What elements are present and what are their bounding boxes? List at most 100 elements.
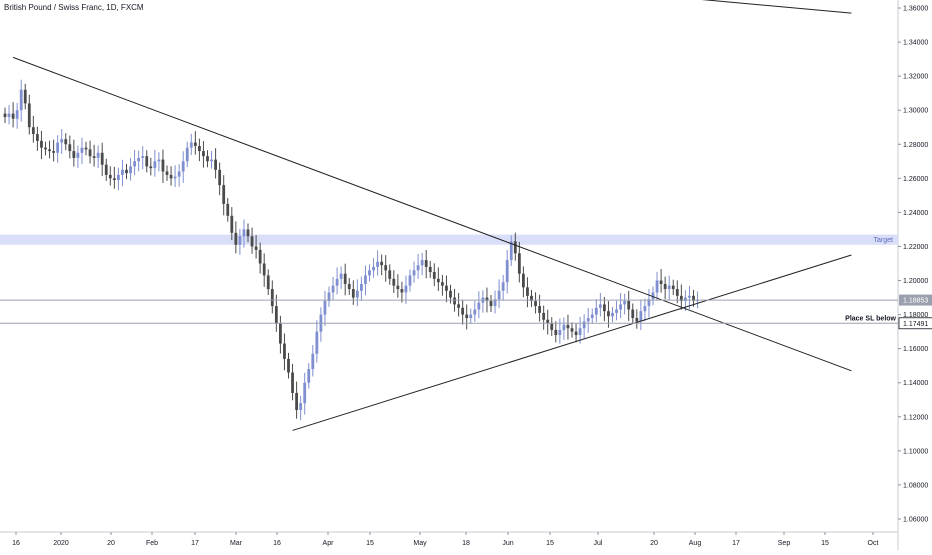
candle-body	[485, 297, 489, 301]
candle-body	[688, 295, 691, 298]
candle-body	[335, 278, 339, 286]
x-tick-label: Jun	[502, 540, 513, 547]
candle-body	[639, 311, 643, 322]
y-tick-label: 1.18000	[903, 312, 928, 319]
candle-body	[189, 142, 193, 148]
x-tick-label: Aug	[689, 540, 702, 547]
candle-body	[392, 278, 396, 286]
candle-body	[125, 169, 128, 174]
candle-body	[173, 176, 177, 179]
candle-body	[590, 314, 594, 319]
candle-body	[586, 318, 590, 322]
candle-body	[185, 147, 189, 162]
candle-body	[542, 312, 546, 320]
candle-body	[562, 324, 566, 330]
candle-body	[100, 152, 104, 165]
candle-body	[619, 304, 622, 310]
candle-body	[453, 297, 456, 305]
candle-body	[473, 309, 477, 315]
candle-body	[667, 285, 671, 290]
candle-body	[250, 236, 254, 247]
candle-body	[27, 103, 31, 128]
candle-body	[56, 142, 60, 153]
candle-body	[323, 300, 327, 315]
candle-body	[84, 147, 88, 150]
candle-body	[412, 270, 416, 276]
x-tick-label: 15	[546, 540, 554, 547]
candle-body	[420, 260, 424, 266]
candle-body	[550, 323, 554, 330]
candle-body	[145, 156, 149, 167]
candle-body	[76, 152, 80, 158]
candle-body	[295, 392, 298, 410]
candle-body	[477, 302, 481, 310]
x-tick-label: 16	[273, 540, 281, 547]
candle-body	[44, 147, 47, 150]
candle-body	[117, 174, 120, 181]
x-tick-label: Mar	[230, 540, 243, 547]
candle-body	[133, 161, 136, 167]
candle-body	[214, 159, 217, 170]
candle-body	[52, 151, 55, 153]
candle-body	[368, 270, 371, 276]
candle-body	[242, 229, 246, 237]
candle-body	[3, 113, 7, 118]
candle-body	[226, 203, 230, 216]
candle-body	[331, 285, 335, 293]
candle-body	[692, 295, 695, 301]
candle-body	[388, 270, 392, 279]
candle-body	[193, 142, 197, 146]
price-badge	[899, 294, 932, 306]
candle-body	[607, 311, 610, 317]
candle-body	[441, 282, 444, 286]
y-tick-label: 1.16000	[903, 346, 928, 353]
candle-body	[530, 295, 533, 301]
candle-body	[266, 275, 270, 290]
candle-body	[396, 285, 400, 290]
candle-body	[603, 304, 606, 312]
candle-body	[655, 280, 659, 293]
candle-body	[651, 292, 655, 300]
candle-body	[384, 265, 388, 271]
candle-body	[88, 149, 92, 157]
candle-body	[675, 289, 679, 296]
candle-body	[461, 307, 465, 315]
x-tick-label: Jul	[594, 540, 603, 547]
candle-body	[202, 151, 205, 157]
candle-body	[40, 140, 43, 148]
candle-body	[558, 329, 562, 336]
candle-body	[258, 249, 262, 264]
candle-body	[347, 283, 351, 290]
candle-body	[684, 297, 687, 301]
candle-body	[509, 241, 513, 261]
candle-body	[339, 273, 343, 279]
candle-body	[615, 309, 618, 313]
y-tick-label: 1.20000	[903, 278, 928, 285]
candle-body	[287, 358, 290, 373]
candle-body	[157, 159, 161, 162]
candle-body	[570, 328, 574, 332]
candle-body	[598, 304, 602, 308]
candle-body	[501, 282, 505, 291]
candle-body	[291, 372, 294, 393]
candle-body	[279, 323, 282, 344]
candle-body	[230, 215, 234, 233]
candle-body	[141, 156, 145, 158]
y-tick-label: 1.24000	[903, 210, 928, 217]
candle-body	[631, 309, 635, 319]
candle-body	[696, 300, 699, 302]
candle-body	[465, 314, 469, 319]
candle-body	[554, 329, 558, 336]
candle-body	[469, 314, 473, 319]
candle-body	[181, 161, 185, 172]
candle-body	[497, 290, 501, 300]
x-tick-label: Sep	[778, 540, 791, 547]
candle-body	[432, 272, 436, 279]
sl-badge	[898, 317, 932, 330]
x-tick-label: 18	[462, 540, 470, 547]
candle-body	[538, 306, 541, 313]
candle-body	[534, 300, 537, 307]
y-tick-label: 1.36000	[903, 6, 928, 13]
candle-body	[380, 261, 384, 266]
